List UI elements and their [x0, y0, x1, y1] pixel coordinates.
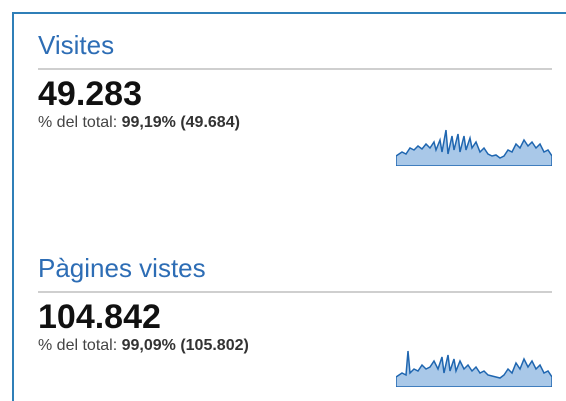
sparkline [396, 129, 552, 166]
panel-frame [12, 12, 566, 401]
share-label: % del total: [38, 114, 118, 131]
metric-title[interactable]: Visites [38, 30, 115, 60]
metric-share: % del total: 99,09% (105.802) [38, 337, 552, 355]
share-label: % del total: [38, 337, 118, 354]
divider [38, 291, 552, 293]
metric-value: 104.842 [38, 298, 161, 336]
metric-value: 49.283 [38, 75, 142, 113]
share-value: 99,19% (49.684) [121, 114, 240, 131]
divider [38, 68, 552, 70]
metric-card: Visites 49.283 % del total: 99,19% (49.6… [38, 26, 552, 166]
metric-card: Pàgines vistes 104.842 % del total: 99,0… [38, 249, 552, 387]
metric-title[interactable]: Pàgines vistes [38, 253, 206, 283]
sparkline [396, 350, 552, 387]
share-value: 99,09% (105.802) [121, 337, 249, 354]
metric-share: % del total: 99,19% (49.684) [38, 114, 552, 132]
